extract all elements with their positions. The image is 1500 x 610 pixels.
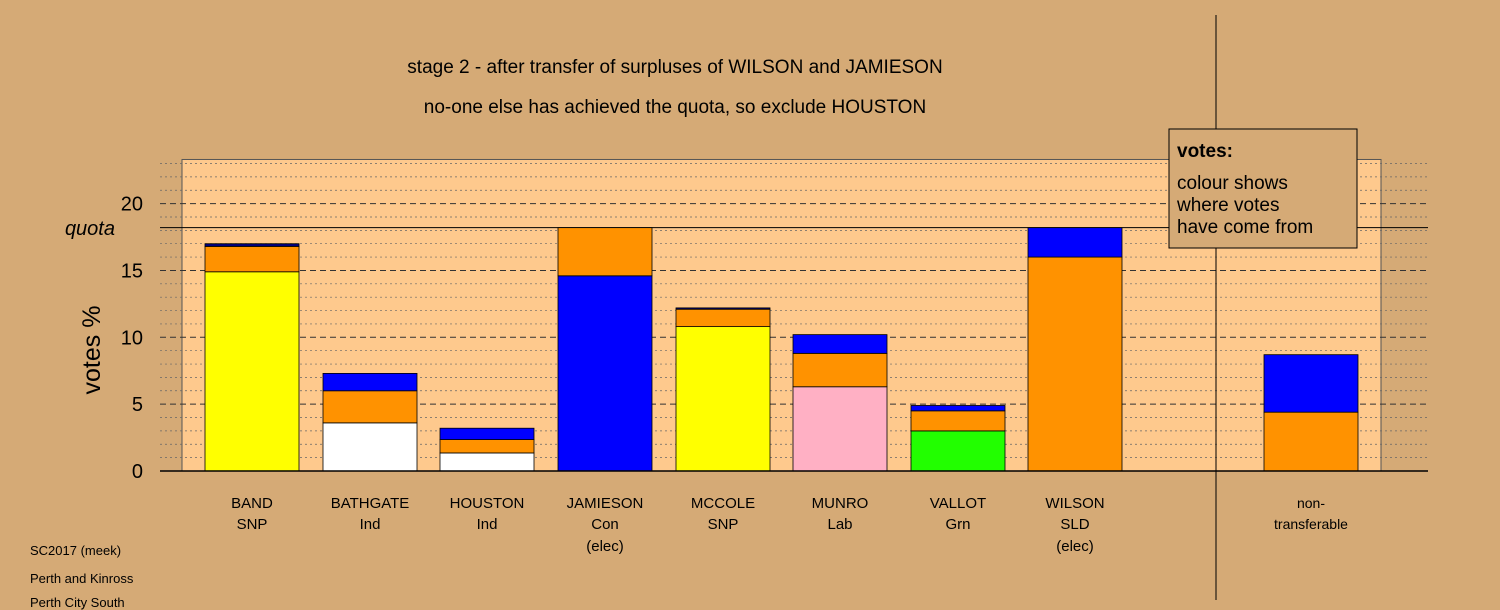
bar-segment-munro-1 xyxy=(792,352,888,388)
y-tick-label: 20 xyxy=(121,194,143,216)
bar-segment-wilson-0 xyxy=(1027,256,1123,472)
bar-segment-vallot-0 xyxy=(910,430,1006,472)
legend-line-2: where votes xyxy=(1176,195,1279,216)
footer-line-2: Perth and Kinross xyxy=(30,571,134,586)
bar-segment-band-1 xyxy=(204,245,300,273)
x-label-name: JAMIESON xyxy=(567,495,644,512)
bar-segment-bathgate-0 xyxy=(322,422,418,472)
bar-segment-vallot-1 xyxy=(910,410,1006,432)
legend-line-1: colour shows xyxy=(1177,173,1288,194)
bar-segment-non-0 xyxy=(1263,411,1359,472)
x-label-party: transferable xyxy=(1274,516,1348,532)
footer-line-1: SC2017 (meek) xyxy=(30,543,122,558)
bar-segment-munro-0 xyxy=(792,386,888,472)
x-label-name: WILSON xyxy=(1045,495,1104,512)
legend-box: votes: colour shows where votes have com… xyxy=(1168,128,1358,249)
x-label-name: MUNRO xyxy=(812,495,869,512)
y-tick-label: 15 xyxy=(121,260,143,282)
x-label-party: Ind xyxy=(477,516,498,533)
x-label-name: HOUSTON xyxy=(450,495,525,512)
bar-segment-houston-2 xyxy=(439,427,535,440)
x-label-note: (elec) xyxy=(1056,538,1094,555)
bar-segment-mccole-1 xyxy=(675,308,771,328)
x-label-party: Con xyxy=(591,516,619,533)
y-axis-label: votes % xyxy=(78,306,106,395)
footer-line-3: Perth City South xyxy=(30,595,125,610)
bar-segment-houston-1 xyxy=(439,439,535,454)
x-label-party: Grn xyxy=(945,516,970,533)
x-label-name: non- xyxy=(1297,495,1325,511)
bar-segment-bathgate-1 xyxy=(322,390,418,424)
bar-segment-band-0 xyxy=(204,271,300,472)
x-label-name: BATHGATE xyxy=(331,495,410,512)
chart-title: stage 2 - after transfer of surpluses of… xyxy=(407,57,942,78)
x-label-party: SNP xyxy=(237,516,268,533)
y-tick-label: 0 xyxy=(132,461,143,483)
bar-segment-mccole-2 xyxy=(675,307,771,310)
x-label-party: SLD xyxy=(1060,516,1089,533)
bar-segment-jamieson-0 xyxy=(557,275,653,472)
bar-segment-jamieson-1 xyxy=(557,227,653,277)
x-label-party: Lab xyxy=(827,516,852,533)
x-label-name: VALLOT xyxy=(930,495,986,512)
bar-segment-munro-2 xyxy=(792,334,888,354)
bar-segment-houston-0 xyxy=(439,452,535,472)
legend-line-3: have come from xyxy=(1177,217,1313,238)
x-label-name: MCCOLE xyxy=(691,495,755,512)
bar-segment-band-2 xyxy=(204,243,300,247)
bar-segment-bathgate-2 xyxy=(322,372,418,392)
y-tick-label: 10 xyxy=(121,327,143,349)
bar-segment-wilson-1 xyxy=(1027,227,1123,258)
x-label-name: BAND xyxy=(231,495,273,512)
x-label-party: SNP xyxy=(708,516,739,533)
bar-segment-mccole-0 xyxy=(675,326,771,472)
quota-label: quota xyxy=(65,218,115,240)
chart-subtitle: no-one else has achieved the quota, so e… xyxy=(424,97,926,118)
legend-title: votes: xyxy=(1177,141,1233,162)
x-label-party: Ind xyxy=(360,516,381,533)
bar-segment-non-1 xyxy=(1263,354,1359,413)
x-label-note: (elec) xyxy=(586,538,624,555)
bar-segment-vallot-2 xyxy=(910,405,1006,412)
y-tick-label: 5 xyxy=(132,394,143,416)
